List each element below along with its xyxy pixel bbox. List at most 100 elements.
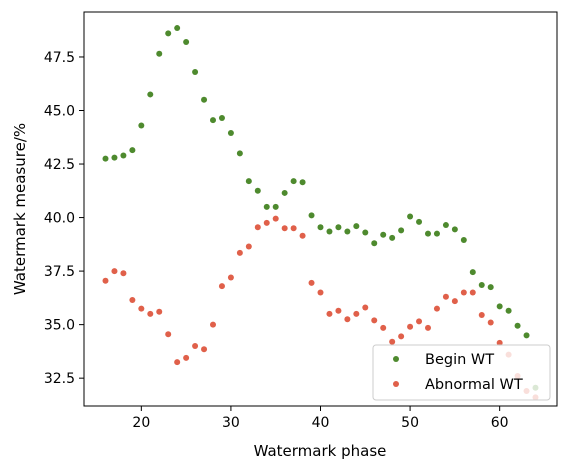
- data-point-begin-wt: [165, 30, 172, 37]
- data-point-abnormal-wt: [281, 225, 288, 232]
- data-point-abnormal-wt: [389, 338, 396, 345]
- data-point-begin-wt: [272, 203, 279, 210]
- x-axis: 20 30 40 50 60: [132, 406, 509, 431]
- y-tick-label: 42.5: [44, 157, 75, 173]
- data-point-abnormal-wt: [147, 310, 154, 317]
- data-point-begin-wt: [344, 228, 351, 235]
- data-point-abnormal-wt: [469, 289, 476, 296]
- data-point-begin-wt: [299, 179, 306, 186]
- data-point-abnormal-wt: [102, 277, 109, 284]
- data-point-begin-wt: [514, 322, 521, 329]
- data-point-abnormal-wt: [254, 224, 261, 231]
- data-point-abnormal-wt: [245, 243, 252, 250]
- data-point-abnormal-wt: [451, 298, 458, 305]
- data-point-begin-wt: [380, 231, 387, 238]
- data-point-begin-wt: [425, 230, 431, 237]
- y-tick-label: 32.5: [44, 371, 75, 387]
- data-point-abnormal-wt: [120, 270, 127, 277]
- data-point-abnormal-wt: [433, 305, 440, 312]
- y-tick-label: 37.5: [44, 264, 75, 280]
- x-tick-label: 30: [222, 415, 240, 431]
- data-point-abnormal-wt: [236, 249, 243, 256]
- data-point-abnormal-wt: [290, 225, 297, 232]
- y-axis-label: Watermark measure/%: [11, 123, 29, 295]
- y-tick-label: 35.0: [44, 318, 75, 334]
- data-point-begin-wt: [201, 96, 208, 103]
- data-point-begin-wt: [371, 240, 378, 247]
- data-point-abnormal-wt: [192, 343, 199, 350]
- data-point-abnormal-wt: [156, 308, 163, 315]
- data-point-begin-wt: [317, 224, 324, 231]
- data-point-begin-wt: [451, 226, 458, 233]
- data-point-begin-wt: [218, 114, 225, 121]
- data-point-begin-wt: [147, 91, 154, 98]
- data-point-begin-wt: [433, 230, 440, 237]
- data-point-abnormal-wt: [371, 317, 378, 324]
- data-point-begin-wt: [308, 212, 315, 219]
- data-point-begin-wt: [281, 189, 288, 196]
- data-point-begin-wt: [335, 224, 342, 231]
- data-point-begin-wt: [254, 187, 261, 194]
- data-point-abnormal-wt: [416, 318, 423, 325]
- data-point-begin-wt: [362, 229, 369, 236]
- data-point-begin-wt: [245, 178, 252, 185]
- data-point-abnormal-wt: [263, 219, 270, 226]
- x-tick-label: 60: [491, 415, 509, 431]
- data-point-begin-wt: [496, 303, 503, 310]
- data-point-abnormal-wt: [317, 289, 324, 296]
- data-point-begin-wt: [416, 218, 423, 225]
- data-point-begin-wt: [183, 38, 190, 45]
- data-point-begin-wt: [505, 307, 512, 314]
- data-point-abnormal-wt: [496, 339, 503, 346]
- data-point-begin-wt: [227, 129, 234, 136]
- x-tick-label: 20: [132, 415, 150, 431]
- data-point-begin-wt: [102, 155, 109, 162]
- data-point-abnormal-wt: [442, 293, 449, 300]
- data-point-begin-wt: [389, 234, 396, 241]
- data-point-abnormal-wt: [380, 324, 387, 331]
- data-point-begin-wt: [478, 282, 485, 289]
- data-point-begin-wt: [129, 147, 136, 154]
- data-point-begin-wt: [523, 332, 530, 339]
- data-point-abnormal-wt: [362, 304, 369, 311]
- data-point-begin-wt: [326, 228, 333, 235]
- data-point-abnormal-wt: [218, 283, 225, 290]
- data-point-abnormal-wt: [407, 323, 414, 330]
- legend-marker-abnormal-wt: [393, 381, 399, 387]
- data-point-begin-wt: [469, 269, 476, 276]
- y-tick-label: 47.5: [44, 50, 75, 66]
- data-point-abnormal-wt: [353, 310, 360, 317]
- legend-box: [372, 344, 551, 401]
- data-point-abnormal-wt: [227, 274, 234, 281]
- y-tick-label: 45.0: [44, 104, 75, 120]
- data-point-abnormal-wt: [111, 268, 118, 275]
- data-point-abnormal-wt: [478, 311, 485, 318]
- legend-label-abnormal-wt: Abnormal WT: [425, 377, 523, 393]
- data-point-abnormal-wt: [201, 346, 208, 353]
- data-point-abnormal-wt: [344, 316, 351, 323]
- data-point-begin-wt: [111, 154, 118, 161]
- data-point-begin-wt: [487, 284, 494, 291]
- x-axis-label: Watermark phase: [254, 442, 387, 460]
- data-point-abnormal-wt: [174, 359, 181, 366]
- data-point-begin-wt: [290, 178, 297, 185]
- y-axis: 32.5 35.0 37.5 40.0 42.5 45.0 47.5: [44, 50, 84, 387]
- data-point-begin-wt: [174, 25, 181, 32]
- data-point-abnormal-wt: [335, 307, 342, 314]
- data-point-abnormal-wt: [183, 354, 190, 361]
- data-point-abnormal-wt: [210, 321, 216, 328]
- data-point-abnormal-wt: [165, 331, 172, 338]
- data-point-abnormal-wt: [398, 333, 405, 340]
- data-point-begin-wt: [138, 122, 145, 129]
- data-point-begin-wt: [263, 203, 270, 210]
- x-tick-label: 50: [401, 415, 419, 431]
- data-point-begin-wt: [442, 222, 449, 229]
- legend: Begin WT Abnormal WT: [372, 344, 551, 401]
- data-point-begin-wt: [156, 50, 163, 57]
- data-point-begin-wt: [210, 117, 216, 124]
- data-point-abnormal-wt: [299, 232, 306, 239]
- data-point-abnormal-wt: [138, 305, 145, 312]
- data-point-begin-wt: [460, 237, 467, 244]
- data-point-abnormal-wt: [308, 279, 315, 286]
